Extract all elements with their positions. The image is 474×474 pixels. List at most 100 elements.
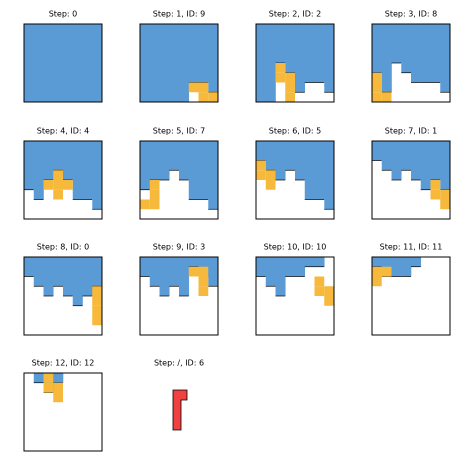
placed-piece xyxy=(53,170,63,180)
empty-region xyxy=(275,257,286,296)
panel-title: Step: 10, ID: 10 xyxy=(264,243,327,252)
empty-region xyxy=(140,141,151,190)
empty-region xyxy=(285,257,296,277)
placed-piece xyxy=(314,286,325,296)
placed-piece xyxy=(92,286,102,296)
empty-region xyxy=(304,24,315,83)
placed-piece xyxy=(92,296,102,306)
empty-region xyxy=(140,257,151,277)
placed-piece xyxy=(372,82,382,93)
placed-piece xyxy=(285,82,295,93)
empty-region xyxy=(314,257,325,267)
placed-piece xyxy=(440,199,450,210)
panel xyxy=(139,140,219,220)
empty-region xyxy=(401,257,412,277)
panel xyxy=(255,256,335,336)
empty-region xyxy=(381,141,392,171)
empty-region xyxy=(43,24,54,102)
empty-region xyxy=(265,24,276,102)
empty-region xyxy=(159,141,170,180)
empty-region xyxy=(314,141,325,200)
placed-piece xyxy=(53,392,63,403)
remaining-piece xyxy=(172,389,188,431)
empty-region xyxy=(140,24,151,102)
panel-title: Step: 7, ID: 1 xyxy=(385,127,437,136)
empty-region xyxy=(440,141,451,190)
empty-region xyxy=(188,24,199,83)
empty-region xyxy=(188,257,199,267)
placed-piece xyxy=(430,180,441,190)
placed-piece xyxy=(372,266,382,277)
placed-piece xyxy=(198,92,209,102)
board-border xyxy=(371,256,451,336)
panel xyxy=(23,140,103,220)
placed-piece xyxy=(198,82,209,93)
empty-region xyxy=(265,141,276,171)
board-border xyxy=(139,23,219,103)
empty-region xyxy=(324,141,335,210)
empty-region xyxy=(411,257,422,267)
empty-region xyxy=(420,24,431,83)
placed-piece xyxy=(198,276,209,287)
empty-region xyxy=(149,141,160,180)
empty-region xyxy=(256,141,267,161)
empty-region xyxy=(159,257,170,296)
placed-piece xyxy=(372,72,382,83)
empty-region xyxy=(295,141,306,180)
empty-region xyxy=(179,257,190,296)
empty-region xyxy=(314,24,325,83)
panel xyxy=(371,140,451,220)
empty-region xyxy=(33,24,44,102)
board-border xyxy=(371,140,451,220)
empty-region xyxy=(275,24,286,63)
empty-region xyxy=(265,257,276,287)
empty-region xyxy=(169,257,180,287)
placed-piece xyxy=(53,189,63,200)
empty-region xyxy=(43,257,54,296)
empty-region xyxy=(198,24,209,83)
empty-region xyxy=(82,141,93,200)
panel xyxy=(255,140,335,220)
empty-region xyxy=(401,141,412,171)
board-border xyxy=(139,140,219,220)
empty-region xyxy=(92,257,103,287)
empty-region xyxy=(179,141,190,180)
panel xyxy=(371,23,451,103)
empty-region xyxy=(53,24,64,102)
empty-region xyxy=(24,141,35,190)
empty-region xyxy=(391,141,402,180)
placed-piece xyxy=(381,266,392,277)
placed-piece xyxy=(314,276,325,287)
panel-title: Step: 6, ID: 5 xyxy=(269,127,321,136)
panel xyxy=(23,256,103,336)
placed-piece xyxy=(43,382,54,393)
empty-region xyxy=(411,141,422,180)
panel-title: Step: 1, ID: 9 xyxy=(153,10,205,19)
empty-region xyxy=(72,141,83,200)
board-border xyxy=(255,140,335,220)
empty-region xyxy=(63,141,74,180)
empty-region xyxy=(430,24,441,83)
panel-title: Step: 4, ID: 4 xyxy=(37,127,89,136)
placed-piece xyxy=(324,296,334,306)
empty-region xyxy=(256,24,267,102)
empty-region xyxy=(82,257,93,296)
panel-title: Step: /, ID: 6 xyxy=(154,359,204,368)
panel xyxy=(23,23,103,103)
empty-region xyxy=(275,141,286,180)
empty-region xyxy=(82,24,93,102)
board-border xyxy=(23,140,103,220)
board-border xyxy=(255,256,335,336)
panel xyxy=(23,372,103,452)
empty-region xyxy=(63,257,74,296)
empty-region xyxy=(53,373,64,383)
empty-region xyxy=(285,141,296,171)
empty-region xyxy=(208,257,219,287)
empty-region xyxy=(324,24,335,93)
empty-region xyxy=(304,141,315,200)
empty-region xyxy=(391,257,402,277)
placed-piece xyxy=(440,189,450,200)
panel xyxy=(139,256,219,336)
board-border xyxy=(23,23,103,103)
placed-piece xyxy=(285,92,295,102)
